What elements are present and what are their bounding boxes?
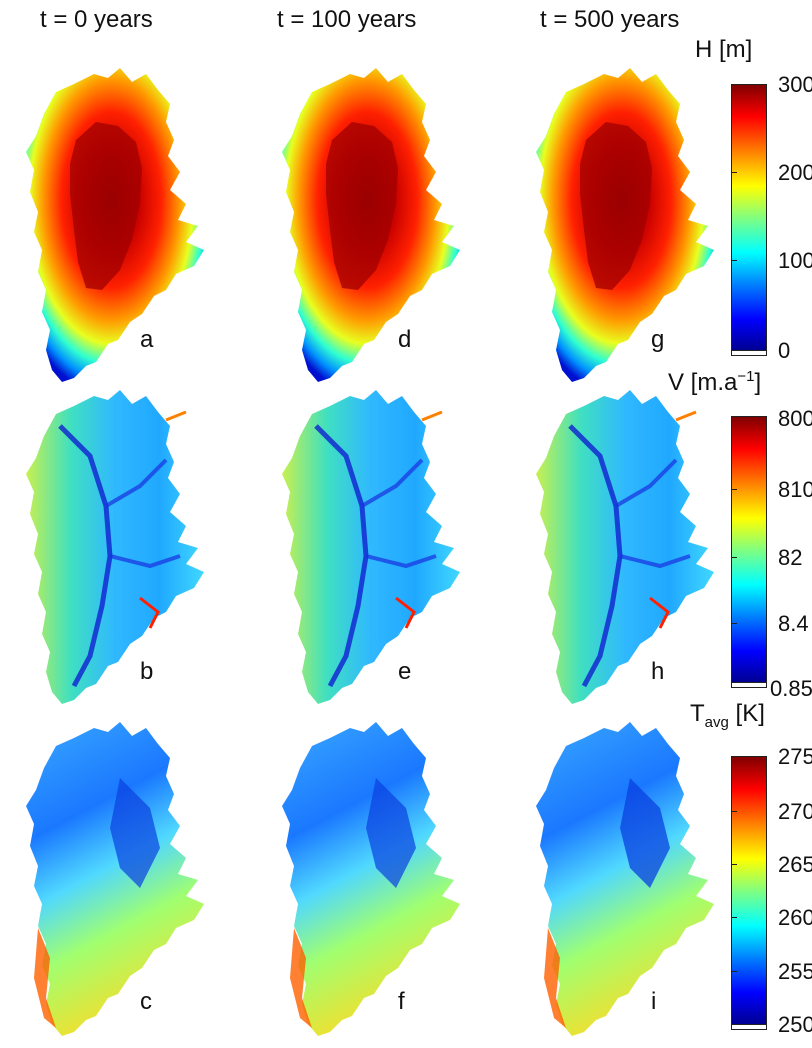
panel-letter-c: c bbox=[140, 988, 152, 1015]
thickness-tick-3000: 3000 bbox=[778, 72, 812, 97]
thickness-tick-2000: 2000 bbox=[778, 160, 812, 185]
temperature-tickmark bbox=[731, 917, 737, 918]
velocity-map-t100 bbox=[282, 390, 460, 704]
panel-letter-i: i bbox=[651, 988, 657, 1015]
temperature-tick-265: 265 bbox=[778, 852, 812, 877]
panel-letter-h: h bbox=[651, 658, 665, 685]
panel-letter-f: f bbox=[398, 988, 405, 1015]
temperature-map-t500 bbox=[536, 722, 714, 1036]
velocity-title-end: ] bbox=[754, 369, 762, 396]
temperature-tickmark bbox=[731, 971, 737, 972]
column-title-t100: t = 100 years bbox=[277, 6, 417, 33]
thickness-map-t100 bbox=[282, 68, 460, 382]
thickness-tickmark bbox=[731, 172, 737, 173]
velocity-tick-8-4: 8.4 bbox=[778, 611, 809, 636]
temperature-colorbar-title: Tavg [K] bbox=[690, 700, 765, 731]
panel-letter-e: e bbox=[398, 658, 412, 685]
thickness-tick-0: 0 bbox=[778, 338, 791, 363]
thickness-colorbar-bottom bbox=[731, 350, 767, 356]
temperature-colorbar-bottom bbox=[731, 1024, 767, 1030]
velocity-tickmark bbox=[731, 489, 737, 490]
temperature-map-t0 bbox=[26, 722, 204, 1036]
temperature-tick-255: 255 bbox=[778, 959, 812, 984]
temperature-tick-250: 250 bbox=[778, 1012, 812, 1037]
temperature-tick-275: 275 bbox=[778, 744, 812, 769]
column-title-t0: t = 0 years bbox=[40, 6, 153, 33]
thickness-colorbar-title: H [m] bbox=[695, 36, 753, 63]
temperature-colorbar bbox=[731, 756, 767, 1026]
velocity-tick-82: 82 bbox=[778, 545, 803, 570]
velocity-tick-0-85: 0.85 bbox=[770, 676, 812, 701]
velocity-title-exponent: −1 bbox=[737, 368, 755, 385]
temperature-map-t100 bbox=[282, 722, 460, 1036]
temperature-tickmark bbox=[731, 864, 737, 865]
temperature-title-end: [K] bbox=[728, 700, 765, 727]
temperature-tick-260: 260 bbox=[778, 905, 812, 930]
temperature-title-main: T bbox=[690, 700, 705, 727]
temperature-title-subscript: avg bbox=[704, 713, 729, 731]
velocity-colorbar-title: V [m.a−1] bbox=[668, 368, 761, 397]
thickness-tickmark bbox=[731, 260, 737, 261]
panel-letter-g: g bbox=[651, 326, 665, 353]
temperature-tickmark bbox=[731, 811, 737, 812]
temperature-tick-270: 270 bbox=[778, 799, 812, 824]
velocity-tick-810: 810 bbox=[778, 477, 812, 502]
panel-letter-b: b bbox=[140, 658, 154, 685]
thickness-colorbar bbox=[731, 84, 767, 352]
velocity-title-main: V [m.a bbox=[668, 369, 738, 396]
thickness-map-t0 bbox=[26, 68, 204, 382]
panel-letter-d: d bbox=[398, 326, 412, 353]
thickness-map-t500 bbox=[536, 68, 714, 382]
column-title-t500: t = 500 years bbox=[540, 6, 680, 33]
velocity-tick-8000: 8000 bbox=[778, 406, 812, 431]
velocity-colorbar-bottom bbox=[731, 682, 767, 688]
velocity-map-t500 bbox=[536, 390, 714, 704]
panel-letter-a: a bbox=[140, 326, 154, 353]
velocity-map-t0 bbox=[26, 390, 204, 704]
velocity-tickmark bbox=[731, 557, 737, 558]
velocity-colorbar bbox=[731, 416, 767, 684]
velocity-tickmark bbox=[731, 623, 737, 624]
